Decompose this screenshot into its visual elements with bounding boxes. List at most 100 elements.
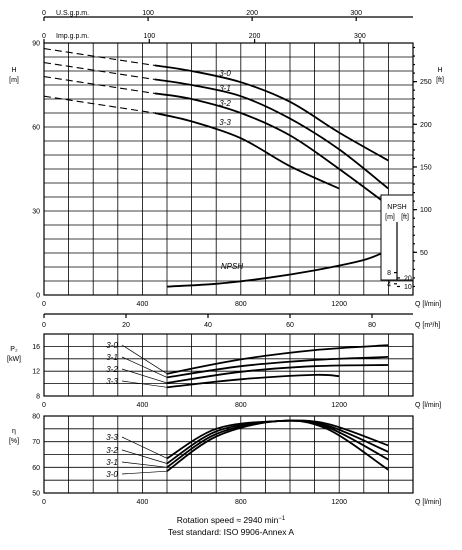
efficiency-curve-label: 3-2 xyxy=(106,446,118,455)
npsh-inset-tick-label: 10 xyxy=(404,284,412,291)
flow-axis-tick-label: 40 xyxy=(204,322,212,329)
plot-frame xyxy=(43,415,414,494)
power-label-leader xyxy=(121,368,168,384)
flow-axis-tick-label: 80 xyxy=(368,322,376,329)
eff-x-tick-label: 0 xyxy=(42,499,46,506)
flow-axis-tick-label: 0 xyxy=(42,322,46,329)
x-tick-label: 400 xyxy=(137,301,149,308)
head-curve-3-3 xyxy=(154,112,340,190)
power-label-leader xyxy=(121,380,168,388)
y-axis-label: H xyxy=(11,67,16,74)
flow-axis-tick-label: 60 xyxy=(286,322,294,329)
power-x-tick-label: 800 xyxy=(235,402,247,409)
y-tick-label: 30 xyxy=(32,209,40,216)
efficiency-curve-3-1 xyxy=(166,419,389,469)
x-axis-label: Q [l/min] xyxy=(415,301,441,308)
top-axis-tick-label: 200 xyxy=(246,10,258,17)
imp-axis-tick-label: 0 xyxy=(42,33,46,40)
eff-x-tick-label: 400 xyxy=(137,499,149,506)
head-curve-extension-3-3 xyxy=(43,95,155,114)
ft-axis-label: H xyxy=(437,67,442,74)
eff-x-tick-label: 800 xyxy=(235,499,247,506)
y-axis-unit: [m] xyxy=(9,77,19,84)
power-curve-3-0 xyxy=(166,344,389,375)
power-curve-3-2 xyxy=(166,364,389,384)
head-curve-3-2 xyxy=(154,92,389,207)
flow-axis-tick-label: 20 xyxy=(122,322,130,329)
flow-m3h-axis: 0 20 40 60 80 Q [m³/h] xyxy=(42,313,440,329)
npsh-curve-label: NPSH xyxy=(221,262,243,271)
head-curve-label: 3-3 xyxy=(219,118,231,127)
power-label-leader xyxy=(121,344,168,374)
ft-axis-unit: [ft] xyxy=(436,77,444,84)
eff-y-axis-unit: [%] xyxy=(9,438,19,445)
plot-frame xyxy=(43,42,414,296)
power-curve-3-3 xyxy=(166,373,340,389)
power-chart-panel: 8 12 16 0 400 800 1200 Q [l/min] P₂ [kW] 3-0 3-1 3-2… xyxy=(7,333,441,409)
head-curve-extension-3-1 xyxy=(43,62,155,80)
power-x-tick-label: 0 xyxy=(42,402,46,409)
top-axis-tick-label: 0 xyxy=(42,10,46,17)
imp-axis-tick-label: 300 xyxy=(354,33,366,40)
npsh-inset-tick-label: 20 xyxy=(404,275,412,282)
power-y-tick-label: 16 xyxy=(32,344,40,351)
ft-tick-label: 200 xyxy=(420,122,432,129)
ft-tick-label: 100 xyxy=(420,207,432,214)
ft-tick-label: 50 xyxy=(420,250,428,257)
eff-y-tick-label: 60 xyxy=(32,465,40,472)
plot-frame xyxy=(43,333,414,397)
head-curve-extension-3-2 xyxy=(43,76,155,94)
rotation-speed-text: Rotation speed ≈ 2940 min−1 xyxy=(177,515,286,525)
npsh-inset-tick-label: 8 xyxy=(387,270,391,277)
power-curve-label: 3-0 xyxy=(106,341,118,350)
npsh-inset-unit-m: [m] xyxy=(385,214,395,221)
eff-y-tick-label: 70 xyxy=(32,439,40,446)
x-tick-label: 800 xyxy=(235,301,247,308)
head-curve-3-1 xyxy=(154,78,389,190)
power-x-tick-label: 1200 xyxy=(331,402,347,409)
efficiency-label-leader xyxy=(121,470,168,475)
top-axis-tick-label: 100 xyxy=(142,10,154,17)
power-x-tick-label: 400 xyxy=(137,402,149,409)
power-label-leader xyxy=(121,356,168,378)
eff-y-tick-label: 80 xyxy=(32,414,40,421)
x-tick-label: 1200 xyxy=(331,301,347,308)
head-curve-3-0 xyxy=(154,64,389,162)
eff-y-tick-label: 50 xyxy=(32,491,40,498)
npsh-curve xyxy=(166,249,389,288)
top-axis-label: U.S.g.p.m. xyxy=(56,10,89,17)
imp-axis-label: Imp.g.p.m. xyxy=(56,33,89,40)
efficiency-curve-label: 3-0 xyxy=(106,470,118,479)
efficiency-curve-3-0 xyxy=(166,419,389,472)
power-curve-label: 3-2 xyxy=(106,365,118,374)
power-curve-label: 3-1 xyxy=(106,353,118,362)
head-curve-label: 3-2 xyxy=(219,99,231,108)
eff-y-axis-label: η xyxy=(12,428,16,435)
npsh-inset-unit-ft: [ft] xyxy=(401,214,409,221)
power-y-tick-label: 8 xyxy=(36,394,40,401)
efficiency-curve-3-3 xyxy=(166,419,389,460)
y-tick-label: 90 xyxy=(32,41,40,48)
power-curve-label: 3-3 xyxy=(106,377,118,386)
efficiency-label-leader xyxy=(121,449,168,464)
head-curve-label: 3-0 xyxy=(219,69,231,78)
efficiency-label-leader xyxy=(121,436,168,459)
efficiency-curve-label: 3-1 xyxy=(106,458,118,467)
efficiency-curve-label: 3-3 xyxy=(106,433,118,442)
power-y-axis-unit: [kW] xyxy=(7,356,21,363)
x-tick-label: 0 xyxy=(42,301,46,308)
imp-axis-tick-label: 200 xyxy=(249,33,261,40)
eff-x-axis-label: Q [l/min] xyxy=(415,499,441,506)
flow-axis-label: Q [m³/h] xyxy=(415,322,440,329)
head-curve-extension-3-0 xyxy=(43,48,155,66)
footer: Rotation speed ≈ 2940 min−1 Test standar… xyxy=(168,515,294,537)
power-y-axis-label: P₂ xyxy=(10,346,18,353)
ft-tick-label: 150 xyxy=(420,164,432,171)
y-tick-label: 60 xyxy=(32,125,40,132)
test-standard-text: Test standard: ISO 9906-Annex A xyxy=(168,527,294,537)
head-curve-label: 3-1 xyxy=(219,84,231,93)
imp-axis-tick-label: 100 xyxy=(143,33,155,40)
